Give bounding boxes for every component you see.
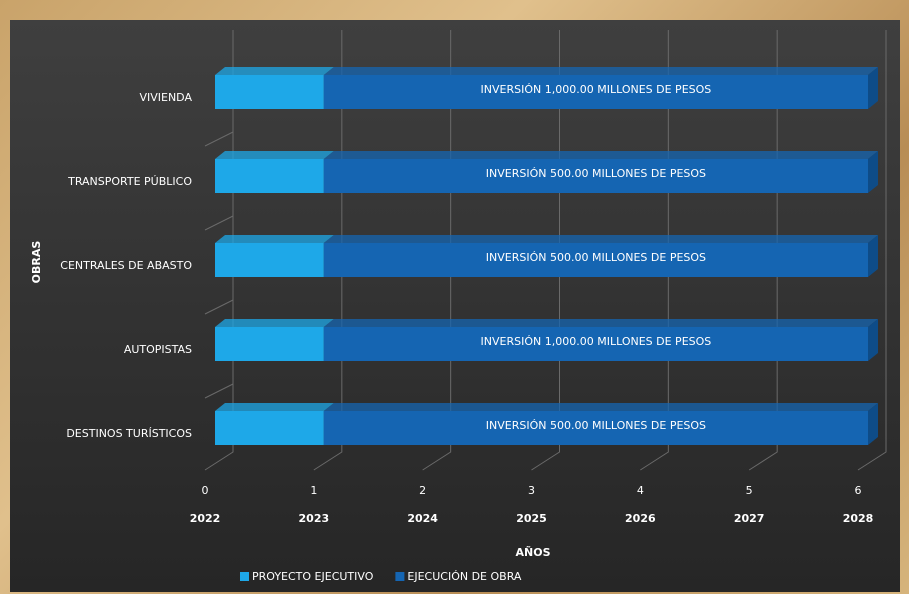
y-tick-label: VIVIENDA (139, 91, 192, 104)
category-separator (204, 215, 234, 231)
bar (215, 243, 324, 277)
bar-top (215, 67, 334, 75)
x-tick-label: 2 (419, 484, 426, 497)
bar-side (868, 151, 878, 193)
x-tick-label: 6 (855, 484, 862, 497)
bar-top (323, 403, 878, 411)
year-label: 2022 (190, 512, 221, 525)
year-label: 2027 (734, 512, 765, 525)
bar-top (215, 235, 334, 243)
category-separator (204, 299, 234, 315)
year-label: 2025 (516, 512, 547, 525)
y-tick-label: DESTINOS TURÍSTICOS (66, 427, 192, 440)
y-tick-label: AUTOPISTAS (124, 343, 192, 356)
bar (215, 327, 324, 361)
legend-swatch (395, 572, 405, 581)
data-label: INVERSIÓN 1,000.00 MILLONES DE PESOS (481, 335, 712, 348)
bar-side (868, 67, 878, 109)
legend-label: EJECUCIÓN DE OBRA (407, 570, 522, 583)
bar (323, 159, 868, 193)
data-label: INVERSIÓN 1,000.00 MILLONES DE PESOS (481, 83, 712, 96)
bar-top (323, 67, 878, 75)
bar-top (215, 403, 334, 411)
year-label: 2026 (625, 512, 656, 525)
bar-side (868, 403, 878, 445)
x-tick-label: 3 (528, 484, 535, 497)
category-separator (204, 383, 234, 399)
chart-panel (10, 20, 900, 592)
bar-top (323, 235, 878, 243)
x-axis-label: AÑOS (516, 546, 551, 559)
y-tick-label: CENTRALES DE ABASTO (60, 259, 192, 272)
x-tick-label: 1 (310, 484, 317, 497)
y-axis-label: OBRAS (30, 241, 43, 284)
bar-side (868, 235, 878, 277)
grid-line (857, 30, 887, 471)
bar (323, 243, 868, 277)
year-label: 2024 (407, 512, 438, 525)
bar (215, 159, 324, 193)
y-tick-label: TRANSPORTE PÚBLICO (67, 175, 192, 188)
bar (323, 327, 868, 361)
x-tick-label: 0 (202, 484, 209, 497)
data-label: INVERSIÓN 500.00 MILLONES DE PESOS (486, 419, 706, 432)
year-label: 2028 (843, 512, 874, 525)
bar-top (323, 151, 878, 159)
bar-top (323, 319, 878, 327)
bar-side (868, 319, 878, 361)
bar-top (215, 319, 334, 327)
legend-swatch (240, 572, 249, 581)
bar (323, 411, 868, 445)
bar-top (215, 151, 334, 159)
legend-label: PROYECTO EJECUTIVO (252, 570, 374, 583)
data-label: INVERSIÓN 500.00 MILLONES DE PESOS (486, 251, 706, 264)
bar (215, 75, 324, 109)
bar (215, 411, 324, 445)
category-separator (204, 131, 234, 147)
data-label: INVERSIÓN 500.00 MILLONES DE PESOS (486, 167, 706, 180)
x-tick-label: 5 (746, 484, 753, 497)
x-tick-label: 4 (637, 484, 644, 497)
year-label: 2023 (299, 512, 330, 525)
bar (323, 75, 868, 109)
